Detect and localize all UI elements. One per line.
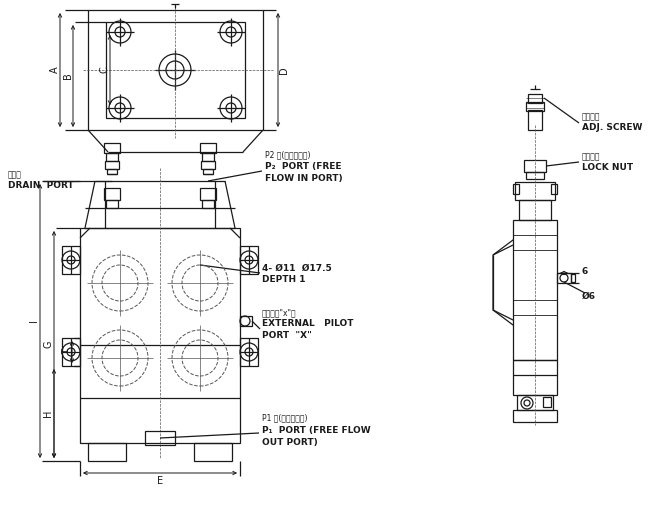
Text: 固定螺帽: 固定螺帽 bbox=[582, 153, 601, 162]
Bar bbox=[528, 110, 542, 130]
Text: DRAIN  PORT: DRAIN PORT bbox=[8, 180, 74, 190]
Text: 4- Ø11  Ø17.5: 4- Ø11 Ø17.5 bbox=[262, 264, 332, 272]
Bar bbox=[526, 172, 544, 179]
Text: P2 口(自由流入口): P2 口(自由流入口) bbox=[265, 151, 311, 160]
Bar bbox=[104, 143, 120, 153]
Text: P₁  PORT (FREE FLOW: P₁ PORT (FREE FLOW bbox=[262, 425, 370, 434]
Text: LOCK NUT: LOCK NUT bbox=[582, 163, 633, 171]
Bar bbox=[107, 169, 117, 174]
Bar bbox=[202, 153, 214, 161]
Bar bbox=[106, 200, 118, 208]
Text: I: I bbox=[29, 319, 39, 322]
Text: G: G bbox=[43, 341, 53, 348]
Text: Ø6: Ø6 bbox=[582, 292, 596, 301]
Bar bbox=[557, 273, 571, 283]
Bar bbox=[104, 188, 120, 200]
Bar bbox=[515, 182, 555, 200]
Text: E: E bbox=[157, 476, 163, 486]
Bar bbox=[105, 161, 119, 169]
Text: EXTERNAL   PILOT: EXTERNAL PILOT bbox=[262, 319, 353, 329]
Text: 6: 6 bbox=[582, 267, 588, 275]
Bar bbox=[513, 410, 557, 422]
Bar bbox=[513, 360, 557, 395]
Text: PORT  "X": PORT "X" bbox=[262, 332, 312, 341]
Text: A: A bbox=[50, 67, 60, 74]
Text: B: B bbox=[63, 73, 73, 80]
Bar bbox=[203, 169, 213, 174]
Bar bbox=[145, 431, 175, 445]
Bar bbox=[88, 443, 126, 461]
Bar bbox=[62, 338, 80, 366]
Text: C: C bbox=[100, 66, 110, 74]
Text: T: T bbox=[63, 349, 72, 354]
Bar bbox=[88, 10, 263, 130]
Bar bbox=[202, 200, 214, 208]
Bar bbox=[513, 184, 519, 194]
Bar bbox=[201, 161, 215, 169]
Bar bbox=[519, 200, 551, 220]
Bar bbox=[80, 228, 240, 443]
Bar bbox=[62, 246, 80, 274]
Text: 調節螺絲: 調節螺絲 bbox=[582, 113, 601, 122]
Bar bbox=[240, 246, 258, 274]
Bar bbox=[517, 395, 553, 410]
Bar bbox=[240, 316, 252, 326]
Bar bbox=[200, 143, 216, 153]
Text: P1 口(自由流出口): P1 口(自由流出口) bbox=[262, 414, 307, 422]
Text: DEPTH 1: DEPTH 1 bbox=[262, 275, 305, 284]
Text: D: D bbox=[279, 66, 289, 74]
Bar bbox=[194, 443, 232, 461]
Bar bbox=[106, 22, 245, 118]
Bar bbox=[200, 188, 216, 200]
Text: 外部引導"x"口: 外部引導"x"口 bbox=[262, 308, 297, 317]
Bar bbox=[543, 397, 551, 407]
Bar bbox=[106, 153, 118, 161]
Text: P₂  PORT (FREE: P₂ PORT (FREE bbox=[265, 162, 342, 170]
Bar bbox=[571, 274, 575, 282]
Bar bbox=[528, 94, 542, 103]
Text: H: H bbox=[43, 410, 53, 417]
Text: ADJ. SCREW: ADJ. SCREW bbox=[582, 124, 642, 132]
Bar bbox=[240, 338, 258, 366]
Bar bbox=[524, 160, 546, 172]
Text: FLOW IN PORT): FLOW IN PORT) bbox=[265, 173, 343, 183]
Bar bbox=[551, 184, 557, 194]
Bar bbox=[526, 102, 544, 111]
Text: 泄流口: 泄流口 bbox=[8, 170, 22, 179]
Text: OUT PORT): OUT PORT) bbox=[262, 438, 318, 447]
Bar bbox=[513, 220, 557, 360]
